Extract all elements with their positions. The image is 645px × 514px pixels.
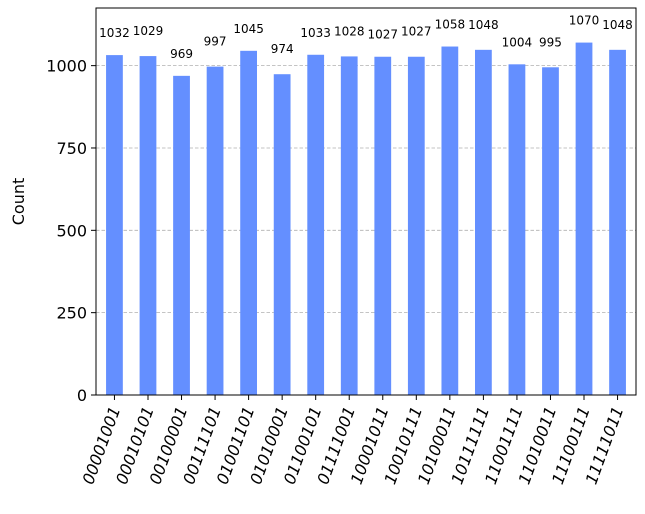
data-label: 1027 (401, 25, 432, 39)
data-label: 1028 (334, 24, 365, 38)
data-label: 997 (204, 35, 227, 49)
data-label: 1029 (133, 24, 164, 38)
bars (106, 42, 626, 396)
x-axis: 0000100100010101001000010011110101001101… (78, 395, 627, 487)
y-tick-label: 500 (56, 221, 87, 240)
y-tick-label: 1000 (46, 57, 87, 76)
bar (173, 75, 190, 395)
data-label: 974 (271, 42, 294, 56)
y-axis-title: Count (9, 178, 28, 226)
y-axis: 0 250 500 750 1000 (46, 57, 96, 405)
data-label: 969 (170, 47, 193, 61)
bar (374, 56, 392, 395)
bar (240, 50, 257, 396)
bar (206, 66, 224, 396)
data-label: 1070 (569, 14, 600, 28)
y-tick-label: 250 (56, 304, 87, 323)
bar (340, 56, 358, 396)
y-tick-label: 750 (56, 139, 87, 158)
bar (575, 42, 593, 395)
y-tick-label: 0 (77, 386, 87, 405)
data-label: 995 (539, 35, 562, 49)
data-label: 1004 (502, 35, 533, 49)
bar (508, 64, 526, 395)
data-label: 1058 (435, 18, 466, 32)
bar (441, 46, 459, 396)
data-label: 1048 (602, 18, 633, 32)
bar (307, 54, 325, 396)
data-label: 1045 (233, 22, 264, 36)
bar (273, 74, 291, 396)
bar (609, 49, 626, 395)
plot-frame (95, 7, 637, 396)
data-label: 1032 (99, 26, 130, 40)
data-label: 1033 (300, 26, 331, 40)
bar (542, 67, 559, 396)
data-label: 1048 (468, 18, 499, 32)
bar (407, 56, 425, 395)
bar (106, 55, 123, 395)
data-label: 1027 (367, 28, 398, 42)
bar (139, 56, 157, 396)
bar (475, 49, 492, 395)
